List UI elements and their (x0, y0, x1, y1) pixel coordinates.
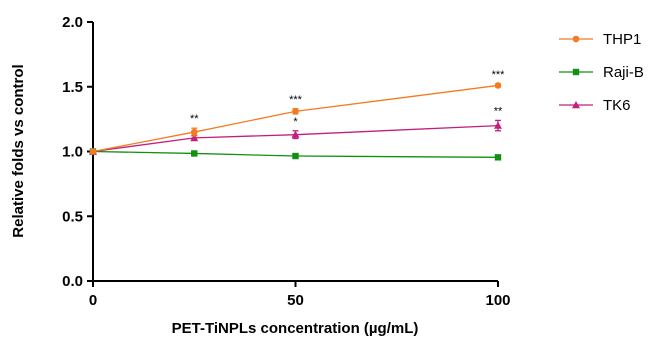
y-ticks: 0.0 0.5 1.0 1.5 2.0 (62, 14, 93, 290)
legend-label: TK6 (603, 97, 631, 114)
x-tick-label: 0 (89, 292, 97, 309)
y-tick-label: 2.0 (62, 14, 83, 31)
significance-label: ** (494, 105, 503, 117)
legend-item-thp1: THP1 (559, 31, 641, 48)
axes (92, 22, 498, 282)
x-ticks: 0 50 100 (89, 281, 511, 309)
data-point-thp1 (292, 108, 299, 115)
data-point-tk6 (494, 121, 502, 129)
significance-label: * (293, 116, 298, 128)
x-axis-title: PET-TiNPLs concentration (µg/mL) (172, 320, 419, 337)
data-point-raji-b (494, 154, 502, 161)
y-tick-label: 0.0 (62, 273, 83, 290)
significance-label: *** (289, 94, 303, 106)
x-tick-label: 50 (287, 292, 304, 309)
data-point-thp1 (494, 82, 502, 89)
series-line-tk6 (92, 124, 499, 153)
legend-marker (572, 68, 580, 76)
significance-label: *** (492, 69, 506, 81)
legend-label: Raji-B (603, 64, 644, 81)
legend-marker (572, 35, 580, 43)
data-point-thp1 (89, 148, 97, 155)
legend-label: THP1 (603, 31, 641, 48)
series-line-thp1 (92, 84, 499, 153)
series-raji-b (89, 148, 502, 161)
series-layer: *********** (89, 69, 506, 161)
y-tick-label: 1.5 (62, 79, 83, 96)
y-tick-label: 0.5 (62, 208, 83, 225)
data-point-raji-b (191, 150, 198, 157)
legend-marker (572, 101, 580, 109)
data-point-raji-b (292, 152, 299, 160)
data-point-thp1 (190, 128, 198, 136)
x-tick-label: 100 (485, 292, 510, 309)
legend: THP1 Raji-B TK6 (559, 31, 644, 114)
significance-label: ** (190, 113, 199, 125)
y-axis-title: Relative folds vs control (10, 64, 27, 237)
data-point-tk6 (291, 130, 300, 138)
y-tick-label: 1.0 (62, 144, 83, 161)
data-point-tk6 (190, 133, 199, 142)
series-thp1: ******** (89, 69, 506, 155)
legend-item-tk6: TK6 (559, 97, 631, 114)
series-line-raji-b (92, 150, 499, 158)
legend-item-raji-b: Raji-B (559, 64, 644, 81)
